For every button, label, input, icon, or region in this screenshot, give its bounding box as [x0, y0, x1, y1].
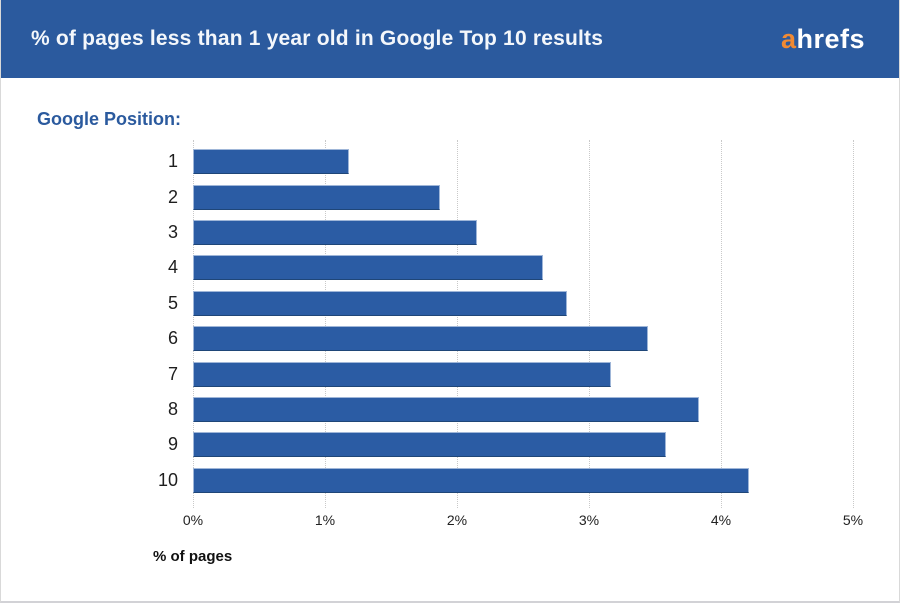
bar-row: 4: [168, 250, 853, 285]
y-axis-label: 1: [167, 151, 178, 172]
x-axis-tick: 3%: [578, 512, 600, 528]
plot-area: 1 2 3 4 5 6 7 8 9 10: [158, 140, 854, 508]
bar-row: 3: [168, 215, 853, 250]
bar-position-6: [193, 326, 649, 352]
y-axis-label: 2: [167, 186, 178, 207]
header-banner: % of pages less than 1 year old in Googl…: [1, 0, 899, 78]
bar-row: 8: [168, 392, 853, 427]
gridline: [457, 140, 458, 508]
gridline: [721, 140, 722, 508]
gridline: [193, 140, 194, 508]
y-axis-label: 7: [167, 363, 178, 384]
bar-row: 5: [168, 286, 853, 321]
y-axis-label: 6: [167, 328, 178, 349]
bar-position-9: [193, 432, 666, 458]
y-axis-label: 8: [167, 398, 178, 419]
x-axis: 0% 1% 2% 3% 4% 5%: [183, 512, 863, 532]
y-axis-label: 5: [167, 292, 178, 313]
y-axis-label: 9: [167, 434, 178, 455]
bar-position-3: [193, 219, 477, 245]
bar-position-2: [193, 184, 440, 210]
bar-row: 6: [168, 321, 853, 356]
bar-position-7: [193, 361, 612, 387]
x-axis-tick: 4%: [710, 512, 732, 528]
bar-position-4: [193, 255, 543, 281]
bar-row: 1: [168, 144, 853, 179]
x-axis-title: % of pages: [153, 548, 233, 565]
gridline: [325, 140, 326, 508]
bar-position-1: [193, 149, 349, 175]
bar-row: 10: [158, 463, 853, 498]
x-axis-tick: 5%: [842, 512, 864, 528]
bar-row: 7: [168, 356, 853, 391]
x-axis-tick: 0%: [182, 512, 204, 528]
x-axis-tick: 2%: [446, 512, 468, 528]
logo-rest: hrefs: [796, 23, 865, 54]
logo-accent-letter: a: [780, 23, 797, 54]
bar-position-5: [193, 290, 567, 316]
y-axis-label: 3: [167, 221, 178, 242]
ahrefs-logo: ahrefs: [781, 24, 865, 55]
gridline: [853, 140, 854, 508]
bar-position-10: [193, 467, 749, 493]
x-axis-tick: 1%: [314, 512, 336, 528]
y-axis-label: 4: [167, 257, 178, 278]
bar-row: 9: [168, 427, 853, 462]
bar-position-8: [193, 396, 699, 422]
chart-content: Google Position: 1 2 3 4 5 6 7 8 9 10 0% 1% 2% 3% 4% 5…: [1, 78, 899, 565]
google-position-label: Google Position:: [37, 109, 181, 129]
gridline: [589, 140, 590, 508]
chart-title: % of pages less than 1 year old in Googl…: [31, 27, 604, 50]
y-axis-label: 10: [157, 469, 178, 490]
bar-row: 2: [168, 179, 853, 214]
